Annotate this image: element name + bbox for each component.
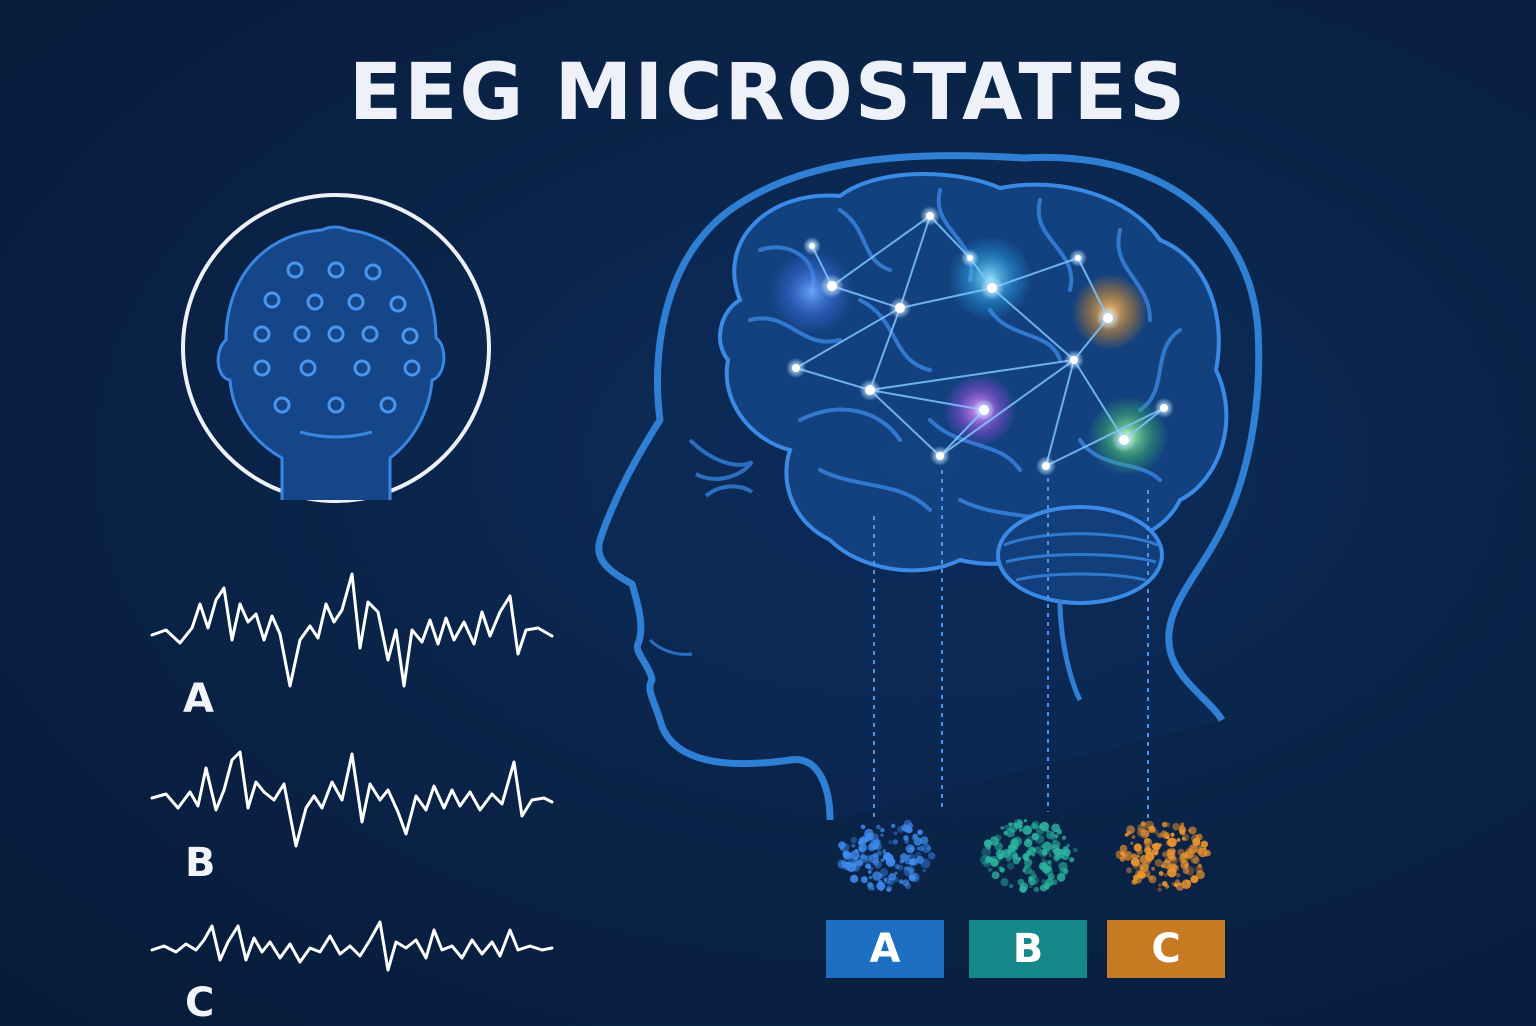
state-cluster-a — [837, 819, 936, 892]
waveform-a — [150, 572, 554, 688]
waveform-label-a: A — [183, 676, 214, 722]
page-title: EEG MICROSTATES — [348, 48, 1188, 138]
dashed-connectors — [873, 470, 1149, 820]
network-nodes — [786, 206, 1174, 476]
state-box-c: C — [1107, 920, 1225, 978]
state-clusters — [837, 818, 1211, 893]
waveform-label-b: B — [185, 840, 216, 886]
waveform-c — [150, 920, 554, 972]
state-box-a: A — [826, 920, 944, 978]
electrode-dots — [253, 261, 421, 414]
waveform-b — [150, 750, 554, 848]
waveform-label-c: C — [185, 980, 215, 1026]
state-label-b: B — [1012, 926, 1044, 972]
state-box-b: B — [969, 920, 1087, 978]
state-label-a: A — [869, 926, 901, 972]
state-cluster-b — [980, 818, 1078, 893]
state-cluster-c — [1115, 820, 1211, 892]
state-label-c: C — [1151, 926, 1181, 972]
eeg-cap-head-icon — [181, 193, 491, 503]
